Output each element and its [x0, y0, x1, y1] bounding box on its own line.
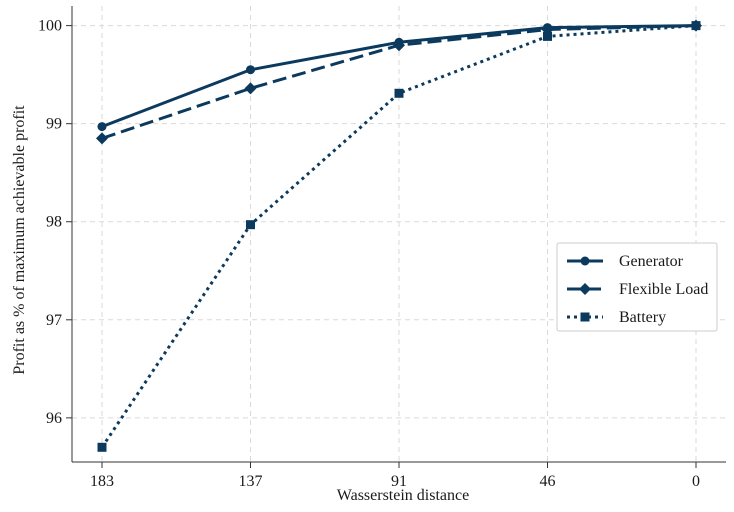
- x-tick-label: 46: [540, 473, 556, 490]
- y-tick-label: 97: [46, 312, 62, 329]
- data-point-battery: [394, 88, 404, 98]
- y-tick-label: 98: [46, 214, 62, 231]
- y-tick-label: 100: [38, 18, 62, 35]
- series-line-battery: [100, 24, 697, 449]
- x-tick-label: 137: [239, 473, 263, 490]
- x-tick-label: 91: [391, 473, 407, 490]
- axes: 183 137 91 46 0 96 97 98 99 100: [38, 6, 726, 490]
- legend-marker-flexible-load: [579, 283, 591, 295]
- legend-label-flexible-load: Flexible Load: [619, 281, 708, 298]
- y-tick-label: 96: [46, 410, 62, 427]
- y-axis-title: Profit as % of maximum achievable profit: [11, 105, 28, 375]
- data-point-generator: [246, 65, 255, 75]
- data-point-flexible-load: [244, 82, 257, 95]
- x-tick-label: 183: [90, 473, 114, 490]
- series-group: [96, 19, 702, 452]
- legend-label-battery: Battery: [619, 309, 666, 326]
- series-battery: [97, 21, 701, 452]
- legend-box: [556, 242, 718, 332]
- data-point-battery: [246, 220, 255, 230]
- data-point-generator: [97, 122, 107, 132]
- data-point-flexible-load: [96, 132, 108, 145]
- legend-marker-battery: [580, 312, 590, 322]
- grid: [72, 6, 726, 462]
- legend-label-generator: Generator: [619, 253, 684, 270]
- legend-marker-generator: [580, 256, 590, 266]
- data-point-battery: [543, 31, 552, 41]
- x-axis-title: Wasserstein distance: [337, 487, 469, 504]
- data-point-battery: [691, 21, 701, 31]
- data-point-flexible-load: [393, 39, 405, 52]
- legend: Generator Flexible Load Battery: [556, 242, 718, 332]
- x-tick-label: 0: [692, 473, 700, 490]
- y-tick-label: 99: [46, 116, 62, 133]
- data-point-battery: [97, 442, 107, 452]
